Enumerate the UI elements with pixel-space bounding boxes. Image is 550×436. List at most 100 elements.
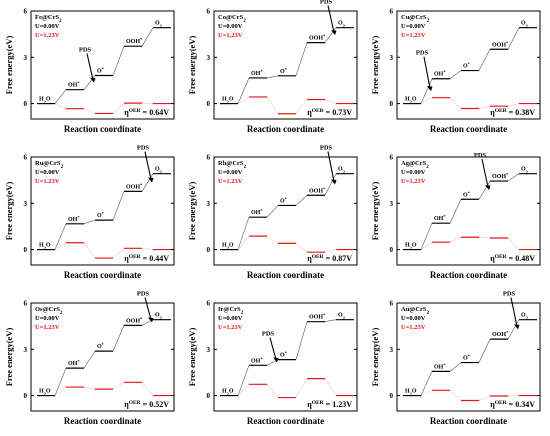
step-label-2: O* — [463, 61, 471, 70]
plot-frame — [213, 10, 358, 120]
species-subscript: 2 — [526, 315, 529, 320]
species: H — [405, 389, 410, 395]
species: OOH — [492, 332, 506, 338]
step-label-1: OH* — [434, 214, 446, 223]
u0-label: U=0.00V — [35, 315, 60, 322]
u1-label: U=1.23V — [401, 178, 426, 185]
panel-9: 0 3 6 Free energy(eV) Reaction coordinate Au@… — [370, 291, 541, 426]
connector-u0 — [54, 89, 67, 104]
species: H — [222, 389, 227, 395]
connector-u0 — [83, 75, 96, 90]
step-label-2: O* — [97, 66, 105, 75]
y-tick-label: 0 — [24, 100, 28, 108]
y-tick-label: 6 — [207, 300, 211, 308]
step-label-3: OOH* — [309, 312, 326, 321]
connector-u0 — [266, 205, 279, 218]
pds-arrowhead — [485, 185, 491, 191]
connector-u0 — [449, 199, 462, 224]
species-subscript: 2 — [343, 315, 346, 320]
eta-superscript: OER — [495, 254, 508, 260]
catalyst-name: Fe@CrS2 — [35, 14, 62, 24]
species-star: * — [323, 186, 326, 191]
species-subscript: 2 — [227, 245, 230, 250]
step-label-0: H2O — [405, 243, 417, 251]
species-star: * — [285, 196, 288, 201]
u0-label: U=0.00V — [35, 23, 60, 30]
y-tick-label: 3 — [24, 346, 28, 354]
connector-u1 — [449, 97, 462, 109]
pds-arrowhead — [148, 177, 154, 183]
y-tick-label: 6 — [24, 300, 28, 308]
x-axis-label: Reaction coordinate — [64, 124, 141, 134]
eta-superscript: OER — [495, 108, 508, 114]
eta-superscript: OER — [312, 400, 325, 406]
y-tick-label: 6 — [24, 8, 28, 16]
connector-u1 — [54, 103, 67, 109]
species-subscript: 2 — [410, 245, 413, 250]
species-subscript: 2 — [44, 99, 47, 104]
species-star: * — [77, 359, 80, 364]
species-tail: O — [46, 97, 51, 103]
u1-label: U=1.23V — [35, 178, 60, 185]
connector-u1 — [449, 236, 462, 243]
subscript: 2 — [244, 165, 247, 170]
species-tail: O — [229, 389, 234, 395]
species: O — [338, 313, 343, 319]
step-label-3: OOH* — [492, 172, 509, 181]
eta-symbol: η — [124, 108, 129, 117]
connector-u0 — [420, 223, 433, 250]
catalyst-name: Ru@CrS2 — [35, 160, 64, 170]
u0-label: U=0.00V — [218, 315, 243, 322]
species-subscript: 2 — [160, 169, 163, 174]
step-label-0: H2O — [222, 389, 234, 397]
catalyst-name-text: Ag@CrS — [401, 160, 427, 167]
eta-value: = 0.34V — [507, 400, 536, 409]
catalyst-name: Cu@CrS2 — [401, 14, 430, 24]
pds-label: PDS — [503, 291, 516, 298]
connector-u0 — [449, 70, 462, 79]
species-subscript: 2 — [410, 391, 413, 396]
plot-frame — [396, 302, 541, 412]
step-label-3: OOH* — [309, 33, 326, 42]
species-star: * — [77, 80, 80, 85]
step-label-2: O* — [97, 211, 105, 220]
species-tail: O — [412, 389, 417, 395]
species-star: * — [506, 40, 509, 45]
connector-u1 — [324, 99, 337, 104]
y-tick-label: 0 — [24, 392, 28, 400]
species-star: * — [102, 342, 105, 347]
pds-label: PDS — [262, 331, 275, 338]
step-label-3: OOH* — [126, 182, 143, 191]
step-label-1: OH* — [251, 68, 263, 77]
connector-u0 — [507, 319, 520, 340]
u1-label: U=1.23V — [218, 32, 243, 39]
subscript: 2 — [59, 19, 62, 24]
overpotential-label: ηOER = 0.44V — [124, 254, 169, 263]
panel-8: 0 3 6 Free energy(eV) Reaction coordinate Ir@… — [187, 300, 358, 426]
panel-3: 0 3 6 Free energy(eV) Reaction coordinate Cu@… — [370, 8, 541, 134]
species: O — [338, 167, 343, 173]
species: O — [280, 69, 285, 75]
species-star: * — [102, 211, 105, 216]
connector-u1 — [324, 378, 337, 396]
connector-u1 — [237, 96, 250, 104]
plot-frame — [30, 10, 175, 120]
species: OOH — [309, 315, 323, 321]
catalyst-name-text: Co@CrS — [218, 14, 244, 21]
overpotential-label: ηOER = 0.52V — [124, 400, 169, 409]
x-axis-label: Reaction coordinate — [430, 270, 507, 280]
species: OOH — [309, 188, 323, 194]
species-star: * — [77, 214, 80, 219]
species: OH — [251, 210, 261, 216]
species: H — [39, 389, 44, 395]
species-star: * — [468, 61, 471, 66]
connector-u1 — [83, 108, 96, 114]
eta-superscript: OER — [312, 108, 325, 114]
x-axis-label: Reaction coordinate — [430, 124, 507, 134]
overpotential-label: ηOER = 0.64V — [124, 108, 169, 117]
y-tick-label: 6 — [207, 8, 211, 16]
connector-u0 — [237, 217, 250, 250]
species-star: * — [140, 182, 143, 187]
step-label-3: OOH* — [126, 316, 143, 325]
species-subscript: 2 — [343, 169, 346, 174]
